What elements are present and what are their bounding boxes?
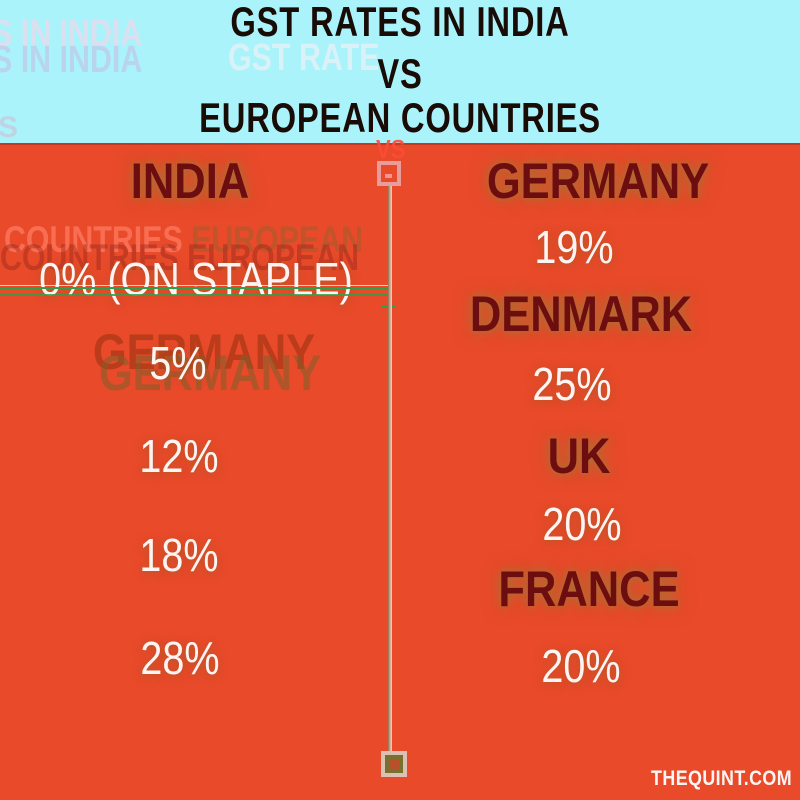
divider-handle-bottom-fill — [389, 759, 399, 769]
ghost-text-european: EUROPEAN — [191, 219, 364, 260]
rate-france: 20% — [541, 640, 621, 692]
ghost-text-title-echo: GST RATE — [228, 37, 380, 79]
india-rate-3: 18% — [139, 529, 219, 581]
rate-denmark: 25% — [532, 358, 612, 410]
india-rate-0: 0% (ON STAPLE) — [39, 253, 353, 305]
artifact-line-white — [0, 285, 391, 286]
ghost-text-banner-left-2: S IN INDIA — [0, 39, 143, 81]
artifact-line-green-2 — [0, 294, 391, 296]
artifact-line-green-1 — [0, 287, 391, 289]
india-rate-4: 28% — [140, 632, 220, 684]
watermark: THEQUINT.COM — [651, 767, 792, 790]
divider-handle-top — [377, 161, 401, 186]
ghost-text-germany-echo-1: GERMANY — [92, 324, 316, 380]
ghost-text-germany-echo-2: GERMANY — [98, 345, 322, 401]
title-banner: S IN INDIA S IN INDIA S GST RATE GST RAT… — [0, 0, 800, 145]
ghost-text-vs-echo: VS — [376, 134, 406, 164]
title-line-3: EUROPEAN COUNTRIES — [199, 94, 601, 141]
ghost-text-banner-left-3: S — [0, 111, 19, 144]
rate-uk: 20% — [542, 498, 622, 550]
country-label-uk: UK — [547, 428, 611, 484]
divider-line — [388, 186, 392, 752]
title-line-2: VS — [377, 50, 423, 97]
left-column-heading: INDIA — [130, 153, 250, 209]
india-rate-1: 5% — [149, 337, 207, 389]
ghost-text-countries-european-echo: COUNTRIES EUROPEAN — [0, 237, 360, 278]
ghost-text-countries: COUNTRIES — [4, 219, 183, 260]
ghost-text-countries-european: COUNTRIES EUROPEAN — [4, 220, 363, 259]
country-label-germany: GERMANY — [486, 153, 710, 209]
ghost-text-banner-left-1: S IN INDIA — [0, 13, 143, 55]
title-line-1: GST RATES IN INDIA — [230, 0, 570, 45]
country-label-france: FRANCE — [498, 561, 680, 617]
india-rate-2: 12% — [139, 430, 219, 482]
divider-handle-bottom — [381, 751, 407, 777]
rate-germany: 19% — [534, 221, 614, 273]
country-label-denmark: DENMARK — [469, 286, 693, 342]
